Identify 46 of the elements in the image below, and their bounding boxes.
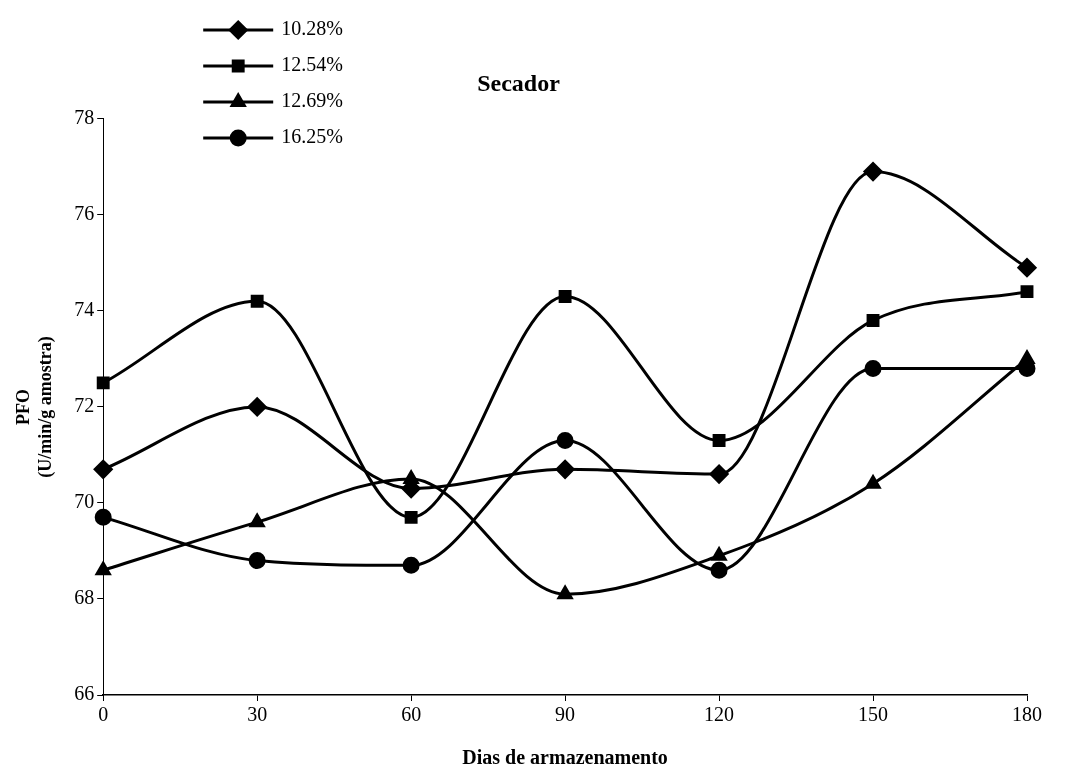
point xyxy=(1017,258,1037,278)
point xyxy=(712,434,726,447)
point xyxy=(863,162,883,182)
y-tick-label: 76 xyxy=(74,202,95,225)
point xyxy=(557,585,573,600)
x-tick-label: 30 xyxy=(247,703,268,726)
y-tick-label: 78 xyxy=(74,106,95,129)
legend-label: 10.28% xyxy=(281,17,343,40)
chart-title: Secador xyxy=(477,69,561,96)
x-tick-label: 150 xyxy=(858,703,889,726)
point xyxy=(555,459,575,479)
point xyxy=(556,432,574,450)
point xyxy=(709,464,729,484)
point xyxy=(710,561,728,579)
x-tick-label: 0 xyxy=(98,703,109,726)
y-tick-label: 74 xyxy=(74,298,95,321)
x-tick-label: 180 xyxy=(1012,703,1042,726)
point xyxy=(249,513,265,528)
point xyxy=(248,552,266,570)
x-axis-title: Dias de armazenamento xyxy=(462,746,668,769)
x-tick-label: 120 xyxy=(704,703,735,726)
y-axis-title: PFO (U/min/g amostra) xyxy=(13,336,57,478)
point xyxy=(1020,285,1034,299)
point xyxy=(93,459,113,479)
y-tick-label: 70 xyxy=(74,490,95,513)
point xyxy=(1019,350,1035,364)
legend-label: 12.54% xyxy=(281,53,343,76)
point xyxy=(711,547,727,561)
x-tick-label: 60 xyxy=(401,703,422,726)
y-tick-label: 68 xyxy=(74,586,95,609)
y-tick-label: 72 xyxy=(74,394,95,417)
point xyxy=(402,556,420,574)
point xyxy=(96,376,110,390)
point xyxy=(250,294,264,308)
point xyxy=(866,314,880,327)
point xyxy=(404,510,418,524)
point xyxy=(865,475,881,489)
point xyxy=(247,397,267,417)
point xyxy=(94,508,112,526)
point xyxy=(864,359,882,377)
point xyxy=(95,561,111,576)
x-tick-label: 90 xyxy=(555,703,576,726)
y-tick-label: 66 xyxy=(74,682,95,705)
legend-label: 16.25% xyxy=(281,125,343,148)
point xyxy=(558,290,572,303)
legend-label: 12.69% xyxy=(281,89,343,112)
